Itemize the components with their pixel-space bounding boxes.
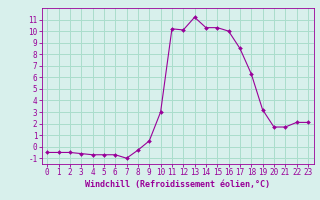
X-axis label: Windchill (Refroidissement éolien,°C): Windchill (Refroidissement éolien,°C) bbox=[85, 180, 270, 189]
